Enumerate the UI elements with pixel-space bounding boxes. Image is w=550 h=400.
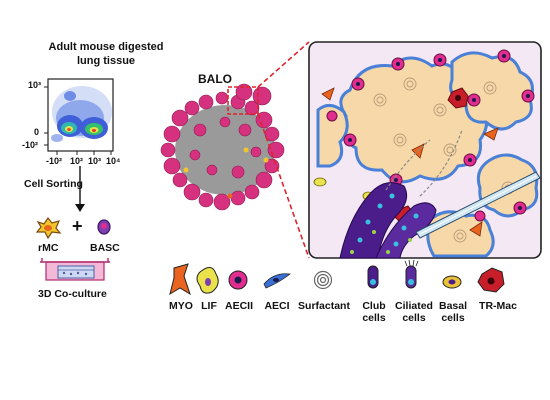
legend-icons	[169, 259, 505, 296]
rmc-label: rMC	[38, 242, 59, 254]
basc-label: BASC	[90, 242, 120, 254]
flow-y-tick-high: 10³	[28, 80, 42, 90]
flow-plot	[44, 78, 114, 155]
plus-sign: +	[72, 216, 83, 236]
airway-club-cells	[339, 182, 437, 259]
legend-label-club: Club cells	[362, 300, 386, 324]
legend-label-aeci: AECI	[264, 300, 290, 312]
cell-sorting-label: Cell Sorting	[24, 178, 83, 190]
flow-title: Adult mouse digested lung tissue	[48, 41, 164, 67]
rmc-cell-icon	[35, 216, 62, 240]
basc-cell-icon	[97, 219, 111, 235]
flow-x-tick-2: 10²	[70, 156, 84, 166]
legend-label-lif: LIF	[201, 300, 217, 312]
legend-label-ciliated: Ciliated cells	[395, 300, 433, 324]
pipette-icon	[415, 171, 541, 239]
legend-label-myo: MYO	[169, 300, 193, 312]
zoom-region	[227, 86, 259, 115]
balo-organoid	[160, 83, 285, 211]
legend-label-surfactant: Surfactant	[298, 300, 350, 312]
coculture-label: 3D Co-culture	[38, 288, 107, 300]
legend-label-trmac: TR-Mac	[479, 300, 517, 312]
flow-y-tick-low: -10²	[22, 140, 39, 150]
sorting-arrow	[75, 166, 85, 212]
legend-label-aecii: AECII	[224, 300, 253, 312]
coculture-well-icon	[40, 258, 110, 281]
flow-x-tick-1: -10²	[46, 156, 63, 166]
legend-label-basal: Basal cells	[438, 300, 468, 324]
zoomed-alveoli-panel	[308, 41, 542, 259]
balo-label: BALO	[198, 72, 232, 86]
flow-x-tick-4: 10⁴	[106, 156, 121, 166]
flow-x-tick-3: 10³	[88, 156, 102, 166]
flow-density-cloud	[51, 86, 112, 142]
flow-y-tick-zero: 0	[34, 127, 40, 137]
